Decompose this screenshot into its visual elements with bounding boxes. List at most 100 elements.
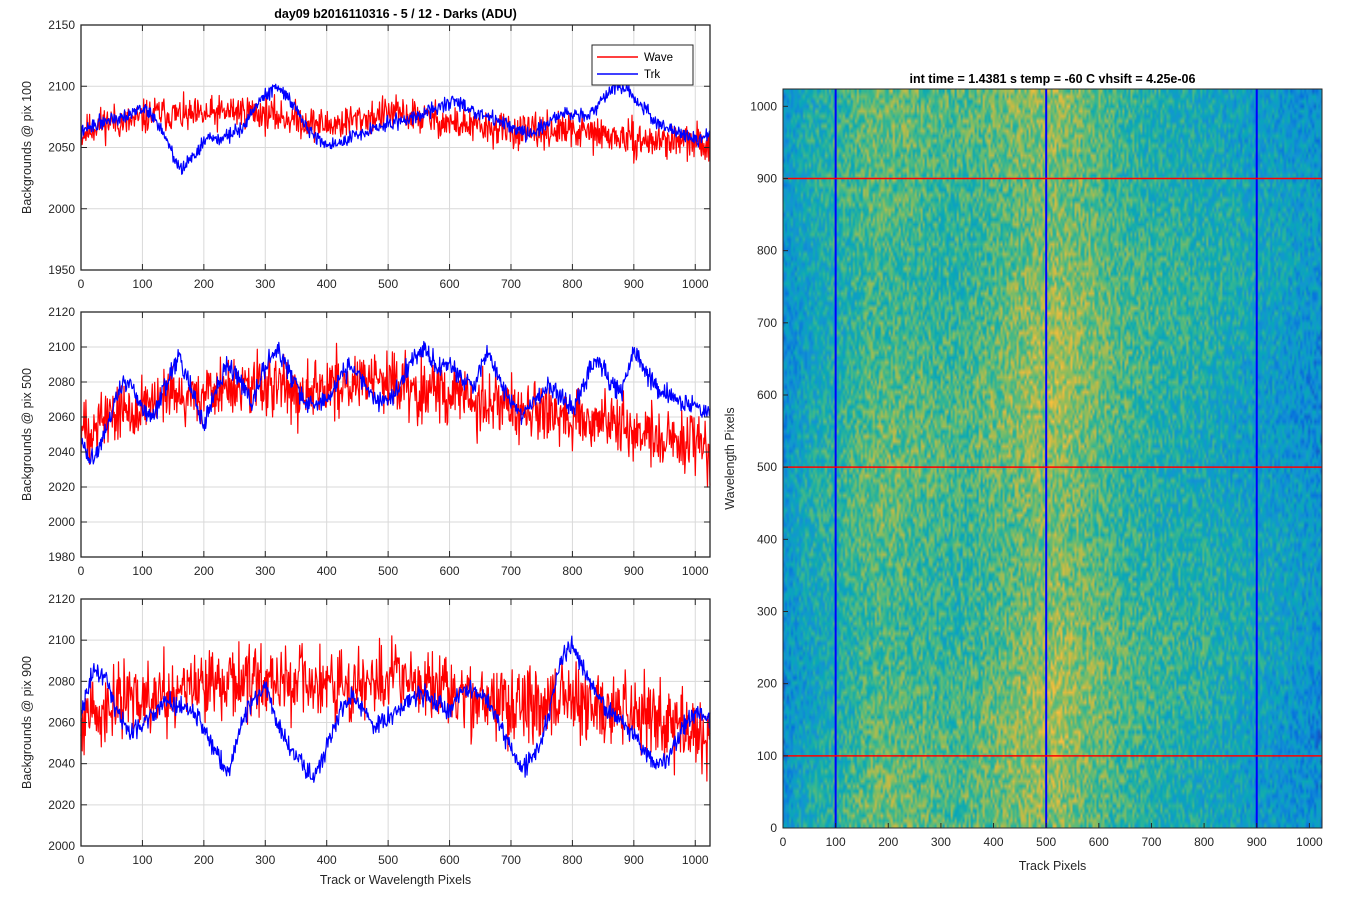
x-tick-label: 1000 xyxy=(682,853,709,867)
series-line-wave xyxy=(80,635,711,782)
y-axis-label: Backgrounds @ pix 900 xyxy=(20,656,34,789)
chart-pix-500: 0 100 200 300 400 500 600 700 800 900 1000 1980 2000… xyxy=(20,305,711,578)
chart-title: day09 b2016110316 - 5 / 12 - Darks (ADU) xyxy=(274,7,517,21)
x-tick-label: 600 xyxy=(440,564,460,578)
x-tick-label: 900 xyxy=(624,277,644,291)
y-tick-label: 200 xyxy=(757,677,777,691)
x-tick-label: 300 xyxy=(255,853,275,867)
x-tick-label: 600 xyxy=(1089,835,1109,849)
chart-pix-100: 0 100 200 300 400 500 600 700 800 900 1000 1950 2000… xyxy=(20,7,711,291)
y-tick-label: 100 xyxy=(757,749,777,763)
x-tick-label: 700 xyxy=(501,277,521,291)
y-tick-label: 2060 xyxy=(48,410,75,424)
x-axis-label: Track or Wavelength Pixels xyxy=(320,873,471,887)
x-tick-label: 400 xyxy=(984,835,1004,849)
x-tick-label: 200 xyxy=(878,835,898,849)
x-tick-label: 600 xyxy=(440,853,460,867)
y-tick-label: 600 xyxy=(757,388,777,402)
y-axis-label: Backgrounds @ pix 500 xyxy=(20,368,34,501)
x-tick-label: 900 xyxy=(624,564,644,578)
x-tick-label: 1000 xyxy=(1296,835,1323,849)
y-tick-label: 1000 xyxy=(750,99,777,113)
chart-title: int time = 1.4381 s temp = -60 C vhsift … xyxy=(910,72,1196,86)
x-tick-label: 0 xyxy=(78,564,85,578)
y-tick-label: 2080 xyxy=(48,375,75,389)
y-axis-label: Backgrounds @ pix 100 xyxy=(20,81,34,214)
y-tick-label: 2000 xyxy=(48,202,75,216)
y-tick-label: 500 xyxy=(757,460,777,474)
y-tick-label: 400 xyxy=(757,532,777,546)
x-tick-label: 0 xyxy=(78,853,85,867)
x-tick-label: 700 xyxy=(501,564,521,578)
series-line-trk xyxy=(80,340,711,465)
legend-label-trk: Trk xyxy=(644,69,660,81)
heatmap-image xyxy=(783,89,1322,828)
y-tick-label: 300 xyxy=(757,604,777,618)
y-tick-label: 2040 xyxy=(48,757,75,771)
x-tick-label: 100 xyxy=(132,853,152,867)
x-tick-label: 900 xyxy=(624,853,644,867)
x-tick-label: 100 xyxy=(132,277,152,291)
x-tick-label: 800 xyxy=(562,564,582,578)
x-tick-label: 700 xyxy=(1141,835,1161,849)
x-tick-label: 500 xyxy=(1036,835,1056,849)
x-tick-label: 400 xyxy=(317,277,337,291)
x-tick-label: 1000 xyxy=(682,277,709,291)
x-tick-label: 500 xyxy=(378,277,398,291)
series-line-trk xyxy=(80,81,711,175)
chart-pix-900: 0 100 200 300 400 500 600 700 800 900 1000 2000 2020… xyxy=(20,592,711,887)
x-tick-label: 300 xyxy=(255,564,275,578)
x-tick-label: 700 xyxy=(501,853,521,867)
x-tick-label: 0 xyxy=(780,835,787,849)
x-tick-label: 600 xyxy=(440,277,460,291)
y-tick-label: 2040 xyxy=(48,445,75,459)
y-tick-label: 2060 xyxy=(48,716,75,730)
x-tick-label: 900 xyxy=(1247,835,1267,849)
y-tick-label: 2050 xyxy=(48,141,75,155)
y-tick-label: 2000 xyxy=(48,839,75,853)
x-tick-label: 800 xyxy=(1194,835,1214,849)
y-axis-label: Wavelength Pixels xyxy=(723,407,737,509)
x-tick-label: 100 xyxy=(826,835,846,849)
y-tick-label: 2120 xyxy=(48,592,75,606)
x-tick-label: 300 xyxy=(255,277,275,291)
y-tick-label: 2120 xyxy=(48,305,75,319)
y-tick-label: 2080 xyxy=(48,674,75,688)
legend-label-wave: Wave xyxy=(644,52,673,64)
series-line-trk xyxy=(80,635,711,783)
y-tick-label: 2100 xyxy=(48,340,75,354)
x-tick-label: 1000 xyxy=(682,564,709,578)
y-tick-label: 2020 xyxy=(48,480,75,494)
y-tick-label: 2100 xyxy=(48,79,75,93)
series-line-wave xyxy=(80,91,711,164)
image-heatmap: 0 100 200 300 400 500 600 700 800 900 1000 0 100 200 3… xyxy=(723,72,1323,873)
y-tick-label: 900 xyxy=(757,171,777,185)
axes-box xyxy=(80,311,711,558)
x-axis-label: Track Pixels xyxy=(1019,859,1087,873)
y-tick-label: 2150 xyxy=(48,18,75,32)
x-tick-label: 400 xyxy=(317,853,337,867)
y-tick-label: 1950 xyxy=(48,263,75,277)
x-tick-label: 0 xyxy=(78,277,85,291)
axes-box xyxy=(782,88,1323,829)
x-tick-label: 800 xyxy=(562,853,582,867)
y-tick-label: 0 xyxy=(770,821,777,835)
x-tick-label: 500 xyxy=(378,853,398,867)
x-tick-label: 200 xyxy=(194,564,214,578)
y-tick-label: 2100 xyxy=(48,633,75,647)
legend-box xyxy=(591,44,694,86)
x-tick-label: 100 xyxy=(132,564,152,578)
y-tick-label: 1980 xyxy=(48,550,75,564)
x-tick-label: 300 xyxy=(931,835,951,849)
x-tick-label: 400 xyxy=(317,564,337,578)
y-tick-label: 2020 xyxy=(48,798,75,812)
x-tick-label: 500 xyxy=(378,564,398,578)
x-tick-label: 200 xyxy=(194,853,214,867)
y-tick-label: 800 xyxy=(757,244,777,258)
x-tick-label: 800 xyxy=(562,277,582,291)
y-tick-label: 700 xyxy=(757,316,777,330)
y-tick-label: 2000 xyxy=(48,515,75,529)
x-tick-label: 200 xyxy=(194,277,214,291)
series-line-wave xyxy=(80,342,711,488)
